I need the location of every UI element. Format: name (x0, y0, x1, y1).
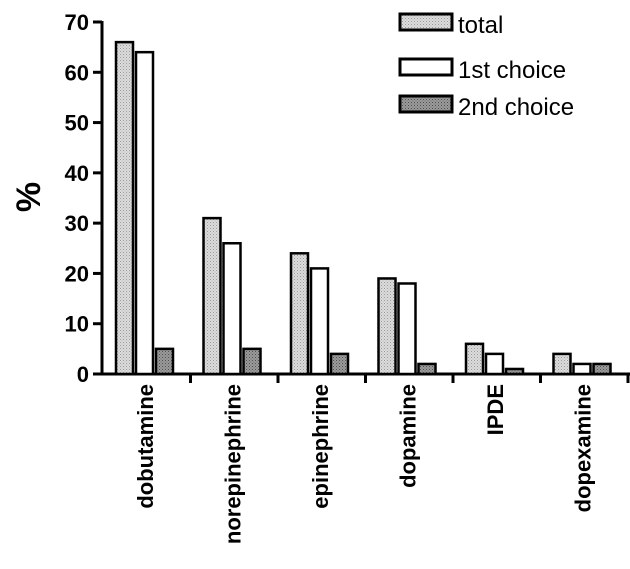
y-tick-label: 30 (65, 211, 89, 236)
legend-label-total: total (458, 12, 503, 39)
legend-swatch-total (398, 12, 454, 32)
bar-2nd-choice-dopexamine (592, 362, 612, 376)
bar-1st-choice-dopamine (397, 282, 417, 376)
bar-total-dobutamine (114, 40, 135, 376)
y-tick-label: 50 (65, 111, 89, 136)
category-label-norepinephrine: norepinephrine (220, 384, 245, 544)
y-axis-label: % (10, 182, 48, 212)
bar-1st-choice-epinephrine (309, 267, 330, 376)
bar-1st-choice-norepinephrine (222, 242, 242, 376)
y-tick-label: 70 (65, 10, 89, 35)
bar-total-dopexamine (552, 352, 572, 376)
bar-1st-choice-dobutamine (134, 50, 155, 376)
category-labels: dobutamine norepinephrine epinephrine dopam… (133, 384, 596, 544)
bars (114, 40, 612, 376)
y-tick-label: 20 (65, 261, 89, 286)
legend: total 1st choice 2nd choice (398, 12, 574, 121)
bar-1st-choice-ipde (484, 352, 505, 376)
bar-1st-choice-dopexamine (572, 362, 592, 376)
bar-2nd-choice-dopamine (417, 362, 437, 376)
category-label-dopexamine: dopexamine (570, 384, 595, 512)
x-axis (100, 372, 630, 383)
bar-total-norepinephrine (202, 216, 222, 376)
category-label-dopamine: dopamine (395, 384, 420, 488)
y-tick-label: 10 (65, 312, 89, 337)
bar-2nd-choice-epinephrine (329, 352, 350, 376)
bar-2nd-choice-ipde (504, 367, 525, 376)
bar-total-epinephrine (289, 252, 310, 376)
y-axis: 0 10 20 30 40 50 60 70 (65, 10, 104, 387)
legend-label-2nd-choice: 2nd choice (458, 94, 574, 121)
y-tick-label: 40 (65, 161, 89, 186)
bar-total-dopamine (377, 277, 397, 376)
category-label-dobutamine: dobutamine (133, 384, 158, 509)
category-label-ipde: IPDE (483, 384, 508, 435)
y-tick-label: 0 (77, 362, 89, 387)
category-label-epinephrine: epinephrine (308, 384, 333, 509)
legend-swatch-2nd-choice (398, 94, 454, 114)
y-tick-label: 60 (65, 60, 89, 85)
legend-swatch-1st-choice (398, 57, 454, 77)
bar-2nd-choice-norepinephrine (242, 347, 262, 376)
bar-total-ipde (464, 342, 485, 376)
legend-label-1st-choice: 1st choice (458, 57, 566, 84)
bar-2nd-choice-dobutamine (154, 347, 175, 376)
